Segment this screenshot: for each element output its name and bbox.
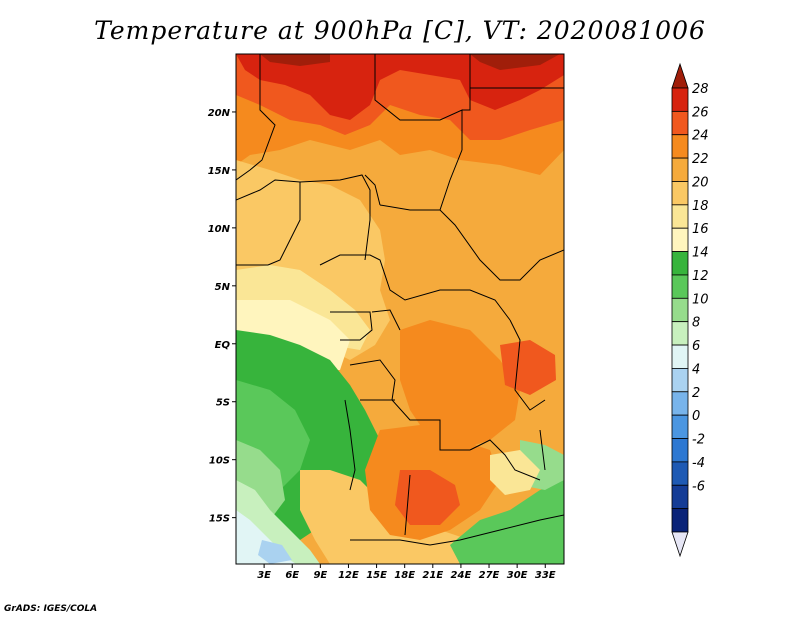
region-equator-pale	[236, 300, 350, 370]
colorbar-swatch	[671, 368, 689, 393]
colorbar-label: 10	[692, 292, 709, 307]
colorbar-label: 26	[692, 105, 709, 120]
region-east-hot	[500, 340, 556, 395]
colorbar-swatch	[671, 87, 689, 112]
colorbar-label: 6	[692, 339, 700, 354]
colorbar-label: 20	[692, 175, 709, 190]
lon-tick-label: 21E	[422, 570, 443, 581]
region-angola-hotter	[395, 470, 460, 525]
colorbar-swatch	[671, 181, 689, 206]
colorbar-label: 16	[692, 222, 709, 237]
colorbar-swatch	[671, 484, 689, 510]
region-congo-hot	[400, 320, 520, 450]
region-north-hottest	[236, 54, 564, 120]
lat-tick-label: 15N	[208, 166, 231, 177]
colorbar-bottom-triangle	[671, 531, 689, 558]
colorbar-swatch	[671, 391, 689, 416]
colorbar-label: -6	[692, 479, 705, 494]
lon-tick-label: 24E	[451, 570, 472, 581]
lat-tick-label: 10N	[208, 224, 231, 235]
lat-tick-label: 10S	[209, 456, 230, 467]
colorbar-label: -2	[692, 433, 705, 448]
region-southeast-pale	[490, 450, 540, 495]
latitude-axis: 20N 15N 10N 5N EQ 5S 10S 15S	[208, 108, 236, 525]
colorbar-swatch	[671, 414, 689, 439]
colorbar-label: 18	[692, 199, 709, 214]
lon-tick-label: 6E	[285, 570, 299, 581]
region-southeast-green	[450, 480, 564, 564]
colorbar-label: 2	[692, 386, 700, 401]
lon-tick-label: 33E	[535, 570, 556, 581]
colorbar-swatch	[671, 157, 689, 182]
region-atlantic-palest	[236, 510, 296, 564]
colorbar-swatch	[671, 461, 689, 486]
region-atlantic-blue	[258, 540, 292, 564]
colorbar-swatch	[671, 274, 689, 299]
lat-tick-label: 15S	[209, 514, 230, 525]
lon-tick-label: 3E	[257, 570, 271, 581]
colorbar-label: 22	[692, 152, 709, 167]
colorbar-label: 12	[692, 269, 709, 284]
lon-tick-label: 9E	[313, 570, 327, 581]
colorbar-swatch	[671, 110, 689, 136]
credit-text: GrADS: IGES/COLA	[4, 604, 98, 614]
colorbar-label: 8	[692, 316, 700, 331]
temperature-field	[236, 54, 564, 564]
colorbar-swatch	[671, 438, 689, 463]
colorbar-swatch	[671, 508, 689, 533]
region-north-extreme	[260, 54, 560, 70]
colorbar-label: -4	[692, 456, 705, 471]
longitude-axis: 3E 6E 9E 12E 15E 18E 21E 24E 27E 30E 33E	[257, 564, 556, 581]
colorbar-swatch	[671, 134, 689, 159]
colorbar-label: 0	[692, 409, 700, 424]
lat-tick-label: 5S	[216, 398, 230, 409]
lon-tick-label: 12E	[338, 570, 359, 581]
colorbar-swatch	[671, 251, 689, 276]
lat-tick-label: EQ	[215, 340, 231, 351]
colorbar-label: 24	[692, 129, 709, 144]
chart-title: Temperature at 900hPa [C], VT: 202008100…	[94, 16, 706, 45]
lon-tick-label: 15E	[366, 570, 387, 581]
colorbar-swatch	[671, 297, 689, 323]
colorbar-label: 4	[692, 362, 700, 377]
lat-tick-label: 20N	[208, 108, 231, 119]
colorbar-label: 14	[692, 246, 709, 261]
colorbar-label: 28	[692, 82, 709, 97]
colorbar-swatch	[671, 204, 689, 229]
lon-tick-label: 30E	[507, 570, 528, 581]
colorbar-swatch	[671, 344, 689, 369]
colorbar-top-triangle	[671, 62, 689, 89]
colorbar-swatch	[671, 227, 689, 252]
colorbar-swatch	[671, 321, 689, 346]
map-frame	[235, 53, 565, 565]
lat-tick-label: 5N	[215, 282, 231, 293]
lon-tick-label: 18E	[394, 570, 415, 581]
lon-tick-label: 27E	[479, 570, 500, 581]
country-borders	[236, 54, 564, 546]
